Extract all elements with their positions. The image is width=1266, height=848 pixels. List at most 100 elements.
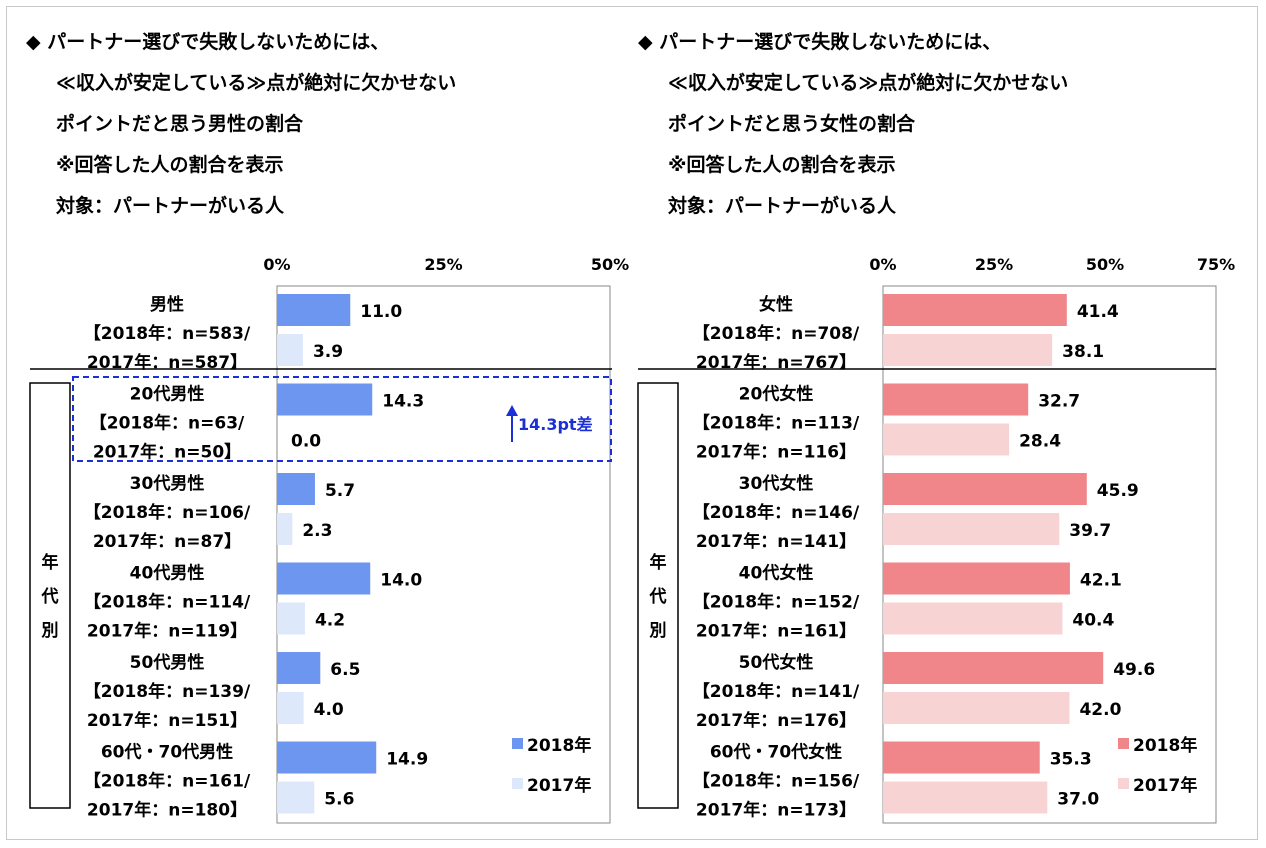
title-line: ※回答した人の割合を表示 — [668, 154, 896, 176]
category-label: 50代女性 — [739, 652, 814, 673]
value-label-2017: 28.4 — [1019, 432, 1061, 452]
male-panel-title: ◆ パートナー選びで失敗しないためには、 ≪収入が安定している≫点が絶対に欠かせ… — [26, 22, 456, 227]
bar-2018 — [883, 473, 1087, 505]
title-line: ポイントだと思う女性の割合 — [668, 113, 916, 135]
title-line: ◆ パートナー選びで失敗しないためには、 — [26, 31, 390, 53]
legend-label: 2017年 — [1133, 775, 1197, 796]
bar-2018 — [277, 741, 377, 774]
group-label-char: 別 — [649, 621, 667, 641]
bar-2017 — [277, 334, 303, 366]
bar-2018 — [277, 473, 315, 505]
category-label: 30代女性 — [739, 473, 814, 494]
legend-label: 2017年 — [527, 775, 591, 796]
value-label-2017: 5.6 — [324, 790, 354, 810]
category-label: 2017年：n=176】 — [696, 710, 856, 731]
tick-label: 0% — [869, 255, 896, 274]
value-label-2017: 4.0 — [314, 700, 344, 720]
bar-2017 — [277, 513, 293, 545]
title-line: 対象：パートナーがいる人 — [668, 195, 897, 217]
category-label: 【2018年：n=106/ — [84, 502, 251, 523]
category-label: 2017年：n=587】 — [87, 352, 247, 373]
category-label: 2017年：n=50】 — [93, 442, 241, 463]
category-label: 【2018年：n=114/ — [84, 592, 251, 613]
category-label: 【2018年：n=152/ — [693, 592, 860, 613]
category-label: 20代男性 — [130, 384, 205, 405]
value-label-2018: 14.9 — [386, 750, 428, 770]
bar-2018 — [277, 383, 373, 416]
category-label: 【2018年：n=63/ — [90, 413, 245, 434]
plot-area — [276, 285, 611, 824]
bar-2017 — [883, 423, 1010, 456]
title-line: ポイントだと思う男性の割合 — [56, 113, 304, 135]
legend-label: 2018年 — [527, 735, 591, 756]
category-label: 2017年：n=173】 — [696, 800, 856, 821]
legend-label: 2018年 — [1133, 735, 1197, 756]
legend-swatch — [512, 738, 523, 749]
bar-2018 — [883, 562, 1070, 595]
bar-2018 — [883, 652, 1104, 684]
category-label: 2017年：n=141】 — [696, 531, 856, 552]
difference-annotation: 14.3pt差 — [518, 415, 593, 434]
category-label: 2017年：n=116】 — [696, 442, 856, 463]
bar-2017 — [277, 781, 315, 814]
bar-2017 — [883, 781, 1048, 814]
bar-2017 — [883, 334, 1053, 366]
category-label: 60代・70代女性 — [710, 742, 842, 763]
category-label: 【2018年：n=113/ — [693, 413, 860, 434]
category-label: 【2018年：n=583/ — [84, 323, 251, 344]
value-label-2017: 3.9 — [313, 342, 343, 362]
category-label: 2017年：n=151】 — [87, 710, 247, 731]
bar-2017 — [883, 602, 1063, 635]
tick-label: 50% — [591, 255, 629, 274]
plot-area — [882, 285, 1217, 824]
title-line: 対象：パートナーがいる人 — [56, 195, 285, 217]
category-label: 【2018年：n=141/ — [693, 681, 860, 702]
figure-frame — [6, 6, 1258, 840]
value-label-2017: 2.3 — [302, 521, 332, 541]
category-label: 20代女性 — [739, 384, 814, 405]
value-label-2018: 11.0 — [360, 302, 402, 322]
value-label-2018: 49.6 — [1113, 660, 1155, 680]
category-label: 【2018年：n=156/ — [693, 771, 860, 792]
value-label-2017: 4.2 — [315, 611, 345, 631]
bar-2018 — [277, 562, 371, 595]
bar-2018 — [883, 741, 1040, 774]
category-label: 2017年：n=180】 — [87, 800, 247, 821]
category-label: 【2018年：n=139/ — [84, 681, 251, 702]
group-label-char: 代 — [649, 586, 667, 607]
category-label: 【2018年：n=161/ — [84, 771, 251, 792]
value-label-2018: 14.0 — [380, 571, 422, 591]
value-label-2018: 5.7 — [325, 481, 355, 501]
title-line: ※回答した人の割合を表示 — [56, 154, 284, 176]
bar-2017 — [883, 692, 1070, 724]
category-label: 60代・70代男性 — [101, 742, 233, 763]
value-label-2018: 42.1 — [1080, 571, 1122, 591]
legend-swatch — [512, 778, 523, 789]
value-label-2018: 35.3 — [1050, 750, 1092, 770]
bar-2018 — [277, 294, 351, 326]
tick-label: 0% — [263, 255, 290, 274]
category-label: 【2018年：n=146/ — [693, 502, 860, 523]
category-label: 2017年：n=161】 — [696, 621, 856, 642]
bar-2017 — [883, 513, 1060, 545]
tick-label: 50% — [1086, 255, 1124, 274]
value-label-2018: 6.5 — [330, 660, 360, 680]
group-label-char: 年 — [650, 552, 667, 573]
category-label: 2017年：n=87】 — [93, 531, 241, 552]
group-label-char: 別 — [41, 621, 59, 641]
group-label-char: 代 — [41, 586, 59, 607]
category-label: 女性 — [759, 294, 793, 315]
value-label-2018: 32.7 — [1038, 392, 1080, 412]
title-line: ◆ パートナー選びで失敗しないためには、 — [638, 31, 1002, 53]
legend-swatch — [1118, 738, 1129, 749]
bar-2018 — [883, 383, 1029, 416]
value-label-2018: 45.9 — [1097, 481, 1139, 501]
value-label-2017: 0.0 — [291, 432, 321, 452]
value-label-2017: 39.7 — [1069, 521, 1111, 541]
tick-label: 25% — [424, 255, 462, 274]
value-label-2017: 37.0 — [1057, 790, 1099, 810]
bar-2017 — [277, 692, 304, 724]
category-label: 40代女性 — [739, 563, 814, 584]
title-line: ≪収入が安定している≫点が絶対に欠かせない — [56, 72, 457, 94]
